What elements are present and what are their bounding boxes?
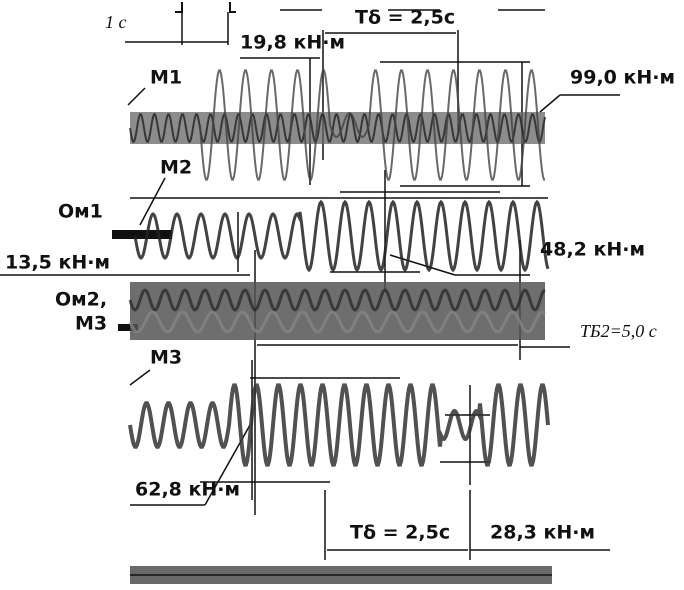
label: 48,2 кН·м xyxy=(540,239,645,261)
label: Ом1 xyxy=(58,201,103,223)
label: М1 xyxy=(150,67,182,89)
label: М3 xyxy=(150,347,182,369)
label: 19,8 кН·м xyxy=(240,32,345,54)
leader xyxy=(540,95,560,112)
label: М2 xyxy=(160,157,192,179)
leader xyxy=(140,178,165,225)
trace-start xyxy=(112,230,172,239)
waveforms xyxy=(130,70,552,584)
label: 1 с xyxy=(105,12,127,32)
label: 62,8 кН·м xyxy=(135,479,240,501)
label: 99,0 кН·м xyxy=(570,67,675,89)
oscillogram: 1 с 19,8 кН·м Тδ = 2,5с 99,0 кН·м М1 М2 … xyxy=(0,0,684,590)
label: М3 xyxy=(75,313,107,335)
label: 13,5 кН·м xyxy=(5,252,110,274)
label: ТБ2=5,0 с xyxy=(580,321,657,341)
waveform xyxy=(135,202,548,270)
label: 28,3 кН·м xyxy=(490,522,595,544)
label: Тδ = 2,5с xyxy=(350,522,450,544)
time-pulse xyxy=(175,2,236,12)
label: Тδ = 2,5с xyxy=(355,7,455,29)
leader xyxy=(128,88,145,105)
label: Ом2, xyxy=(55,289,107,311)
waveform xyxy=(130,385,548,464)
leader xyxy=(130,370,150,385)
